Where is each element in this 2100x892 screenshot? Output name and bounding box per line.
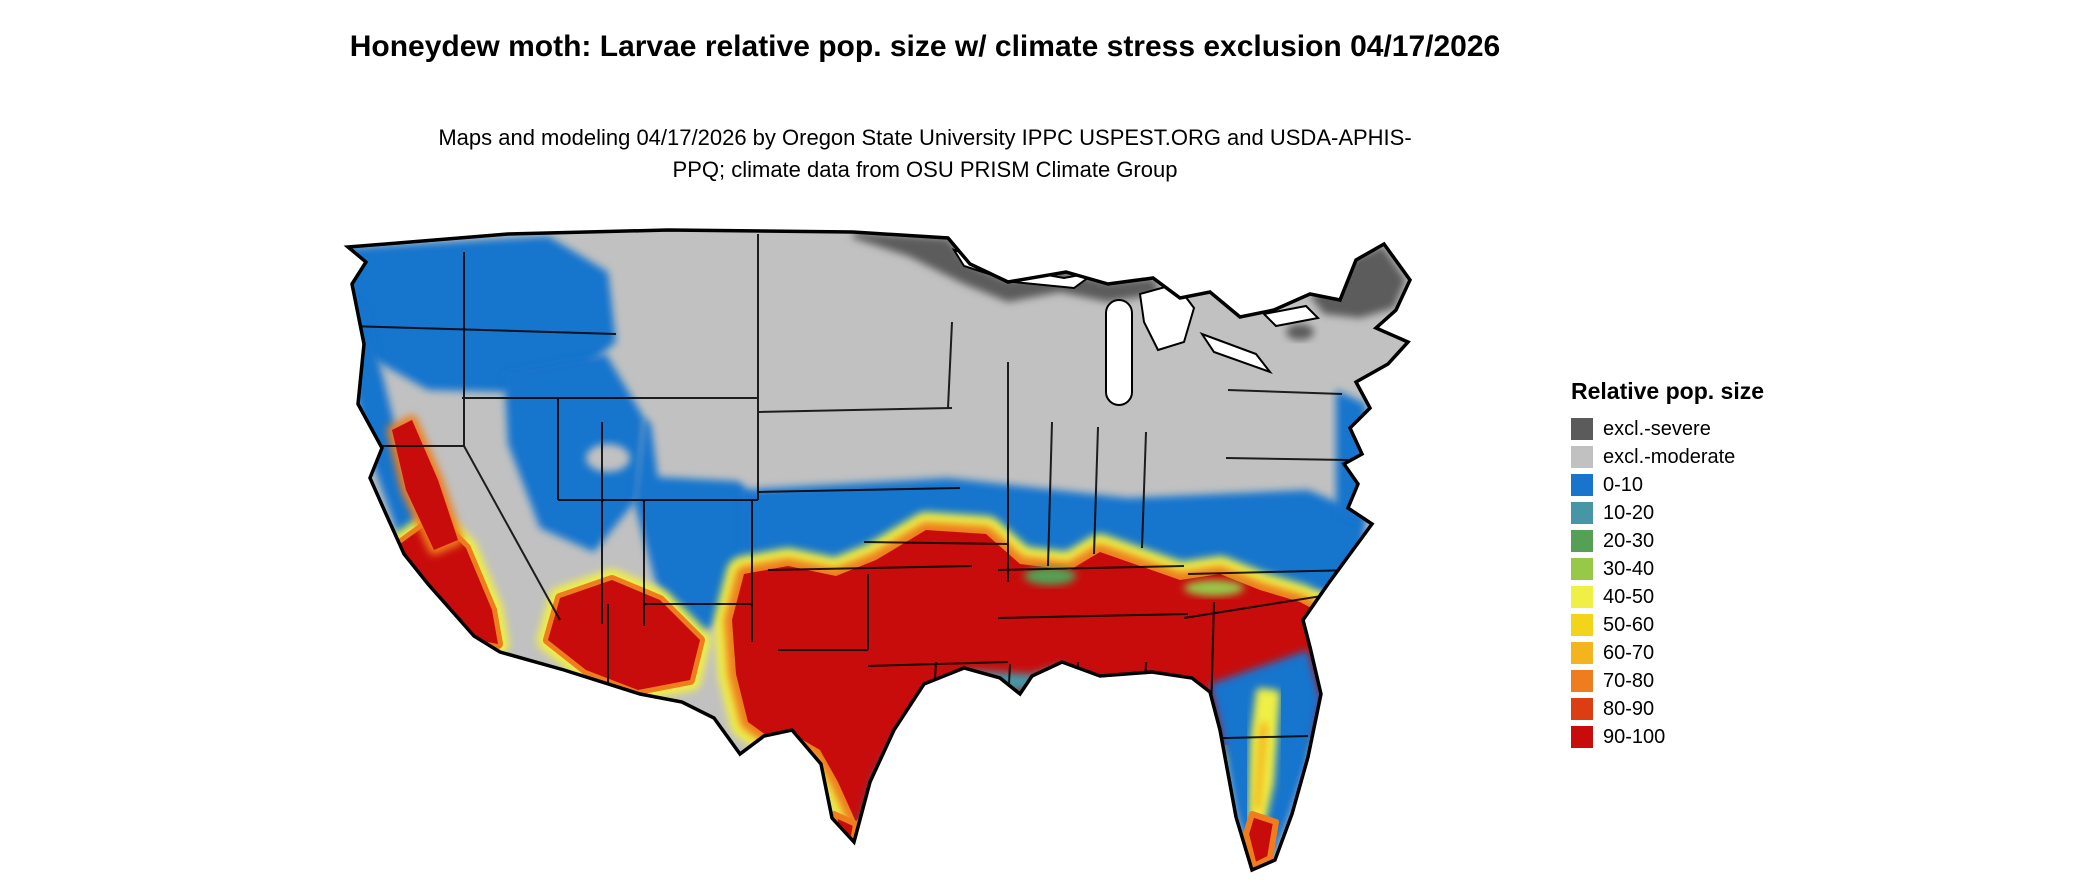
legend-row: 30-40 bbox=[1571, 557, 1871, 580]
legend-label: 70-80 bbox=[1603, 669, 1655, 692]
legend-label: 80-90 bbox=[1603, 697, 1655, 720]
legend-label: 60-70 bbox=[1603, 641, 1655, 664]
legend-label: 30-40 bbox=[1603, 557, 1655, 580]
legend-row: 80-90 bbox=[1571, 697, 1871, 720]
us-map-svg bbox=[346, 228, 1412, 872]
map-attribution-subtitle: Maps and modeling 04/17/2026 by Oregon S… bbox=[438, 125, 1412, 182]
legend-row: 0-10 bbox=[1571, 473, 1871, 496]
region-blue-great-basin bbox=[504, 354, 644, 552]
legend-row: excl.-moderate bbox=[1571, 445, 1871, 468]
legend-swatch-30-40 bbox=[1571, 557, 1593, 580]
lake-michigan bbox=[1105, 299, 1133, 406]
lake-ontario bbox=[1261, 304, 1321, 328]
legend-row: 70-80 bbox=[1571, 669, 1871, 692]
legend-row: 50-60 bbox=[1571, 613, 1871, 636]
legend-swatch-20-30 bbox=[1571, 529, 1593, 552]
us-choropleth-map bbox=[308, 222, 1528, 882]
legend-swatch-70-80 bbox=[1571, 669, 1593, 692]
region-orange-florida-streak bbox=[1254, 722, 1268, 812]
legend-label: 40-50 bbox=[1603, 585, 1655, 608]
legend: Relative pop. size excl.-severe excl.-mo… bbox=[1571, 378, 1871, 748]
legend-label: excl.-severe bbox=[1603, 417, 1711, 440]
legend-row: 90-100 bbox=[1571, 725, 1871, 748]
legend-swatch-80-90 bbox=[1571, 697, 1593, 720]
legend-swatch-excl-moderate bbox=[1571, 445, 1593, 468]
legend-row: 60-70 bbox=[1571, 641, 1871, 664]
legend-swatch-0-10 bbox=[1571, 473, 1593, 496]
region-green-accent-2 bbox=[1184, 580, 1244, 596]
legend-row: 10-20 bbox=[1571, 501, 1871, 524]
legend-swatch-10-20 bbox=[1571, 501, 1593, 524]
legend-row: excl.-severe bbox=[1571, 417, 1871, 440]
legend-label: 50-60 bbox=[1603, 613, 1655, 636]
region-blue-ca-coast bbox=[348, 286, 476, 638]
region-gray-wyoming bbox=[648, 402, 753, 482]
legend-rows: excl.-severe excl.-moderate 0-10 10-20 2… bbox=[1571, 417, 1871, 748]
legend-label: 0-10 bbox=[1603, 473, 1644, 496]
legend-row: 20-30 bbox=[1571, 529, 1871, 552]
lake-erie bbox=[1199, 331, 1273, 375]
legend-label: 10-20 bbox=[1603, 501, 1655, 524]
legend-swatch-90-100 bbox=[1571, 725, 1593, 748]
region-excl-severe-north bbox=[853, 232, 1160, 302]
page-title: Honeydew moth: Larvae relative pop. size… bbox=[349, 30, 1501, 63]
legend-swatch-60-70 bbox=[1571, 641, 1593, 664]
legend-swatch-excl-severe bbox=[1571, 417, 1593, 440]
legend-title: Relative pop. size bbox=[1571, 378, 1765, 404]
region-green-accent-1 bbox=[1024, 567, 1076, 585]
legend-swatch-40-50 bbox=[1571, 585, 1593, 608]
legend-row: 40-50 bbox=[1571, 585, 1871, 608]
region-red-florida-tip bbox=[1243, 811, 1279, 869]
region-excl-severe-adirondacks bbox=[1286, 324, 1314, 340]
legend-label: excl.-moderate bbox=[1603, 445, 1736, 468]
legend-swatch-50-60 bbox=[1571, 613, 1593, 636]
legend-label: 20-30 bbox=[1603, 529, 1655, 552]
legend-label: 90-100 bbox=[1603, 725, 1666, 748]
region-blue-pnw bbox=[348, 236, 616, 392]
region-gray-nevada-patch bbox=[586, 444, 630, 472]
